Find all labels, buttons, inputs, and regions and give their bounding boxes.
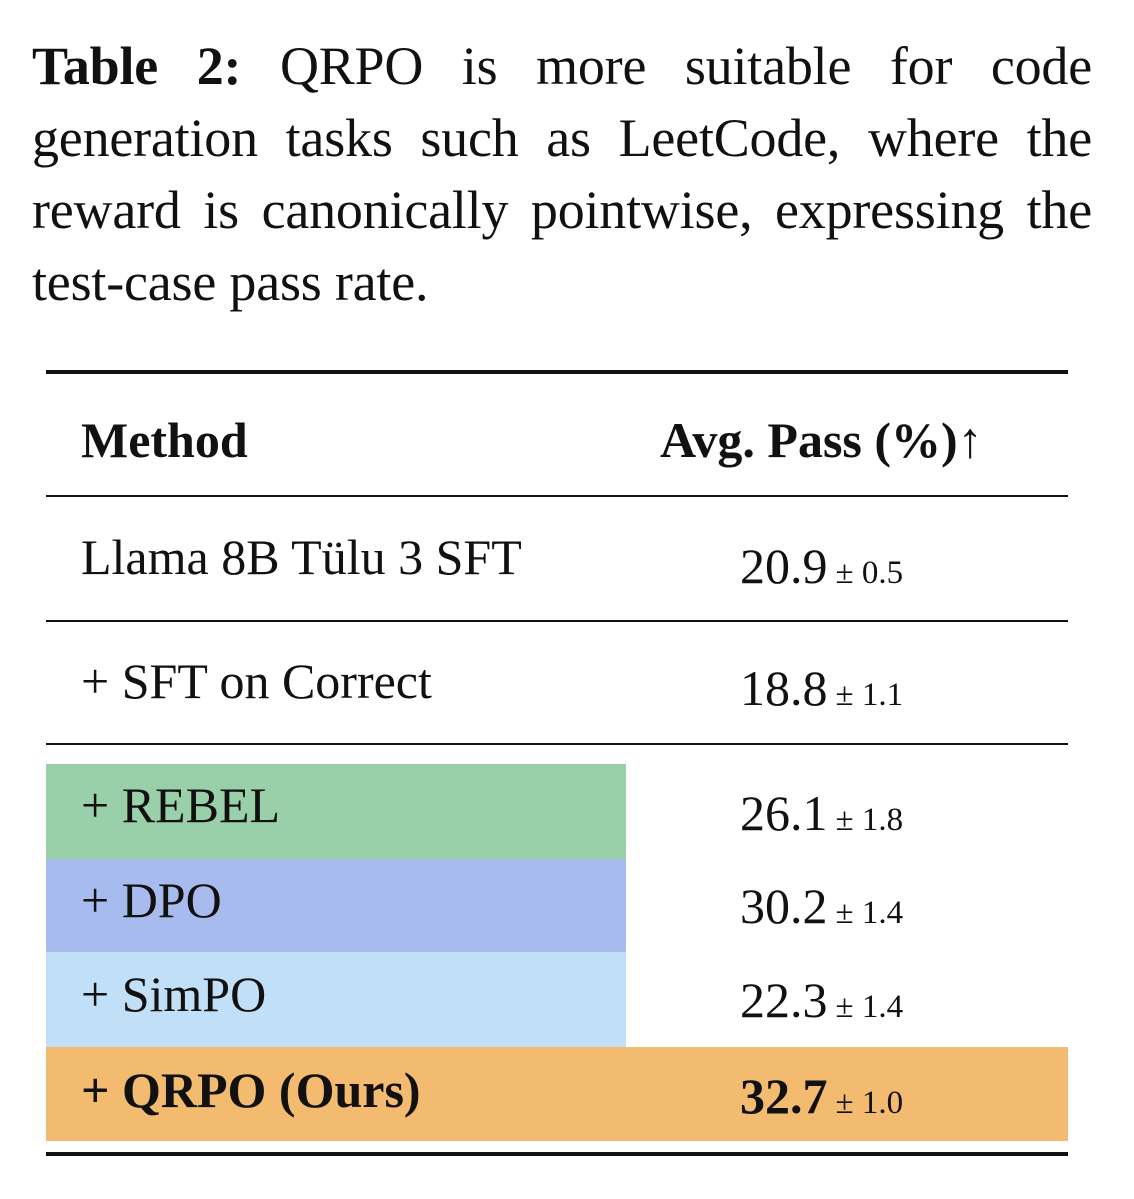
value-std: ± 0.5: [835, 555, 904, 591]
value-number: 32.7: [740, 1068, 828, 1124]
results-table: Method Avg. Pass (%)↑ Llama 8B Tülu 3 SF…: [46, 0, 1068, 1199]
top-rule: [46, 370, 1068, 374]
row-band-rebel: [46, 764, 626, 859]
table-caption: Table 2: QRPO is more suitable for code …: [32, 30, 1092, 318]
value-number: 20.9: [740, 538, 828, 594]
header-avg-pass: Avg. Pass (%)↑: [660, 412, 983, 468]
row-rule-2: [46, 743, 1068, 745]
value-std: ± 1.0: [835, 1085, 904, 1121]
value-std: ± 1.8: [835, 802, 904, 838]
row-band-dpo: [46, 859, 626, 952]
value-number: 26.1: [740, 785, 828, 841]
row-value: 18.8 ± 1.1: [740, 658, 903, 725]
row-method: + SimPO: [81, 966, 267, 1022]
bottom-rule: [46, 1152, 1068, 1156]
row-value: 26.1 ± 1.8: [740, 783, 903, 850]
row-value: 20.9 ± 0.5: [740, 536, 903, 603]
row-band-qrpo: [46, 1047, 1068, 1141]
row-method: + DPO: [81, 872, 222, 928]
value-std: ± 1.4: [835, 989, 904, 1025]
value-number: 30.2: [740, 878, 828, 934]
value-std: ± 1.1: [835, 677, 904, 713]
row-value: 32.7 ± 1.0: [740, 1066, 903, 1133]
row-method: Llama 8B Tülu 3 SFT: [81, 529, 522, 585]
row-rule-1: [46, 620, 1068, 622]
caption-text: QRPO is more suitable for code generatio…: [32, 36, 1092, 312]
row-band-simpo: [46, 952, 626, 1047]
caption-label: Table 2:: [32, 36, 242, 96]
row-value: 30.2 ± 1.4: [740, 876, 903, 943]
value-number: 22.3: [740, 972, 828, 1028]
value-std: ± 1.4: [835, 895, 904, 931]
value-number: 18.8: [740, 660, 828, 716]
header-method: Method: [81, 412, 248, 468]
header-rule: [46, 495, 1068, 497]
row-method: + SFT on Correct: [81, 653, 432, 709]
row-method: + QRPO (Ours): [81, 1062, 421, 1118]
row-value: 22.3 ± 1.4: [740, 970, 903, 1037]
row-method: + REBEL: [81, 777, 281, 833]
